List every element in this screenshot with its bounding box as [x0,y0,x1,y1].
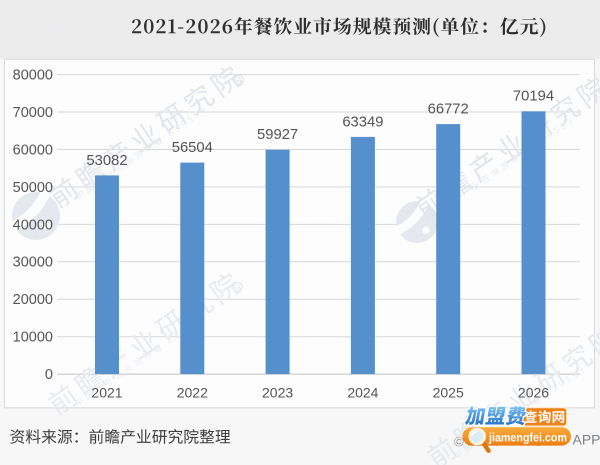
svg-text:2025: 2025 [433,385,464,401]
svg-text:2022: 2022 [177,385,208,401]
svg-text:59927: 59927 [257,127,298,143]
svg-text:10000: 10000 [13,330,53,346]
svg-text:70000: 70000 [13,105,53,121]
svg-text:50000: 50000 [13,180,53,196]
svg-text:80000: 80000 [13,68,53,84]
svg-text:0: 0 [45,367,53,383]
svg-text:63349: 63349 [342,114,383,130]
svg-text:APP: APP [573,431,600,447]
svg-text:56504: 56504 [172,140,213,156]
svg-text:60000: 60000 [13,142,53,158]
svg-text:R: R [232,281,243,293]
svg-text:2026: 2026 [518,385,549,401]
svg-text:66772: 66772 [428,102,469,118]
svg-text:R: R [233,74,244,86]
svg-text:70194: 70194 [513,89,554,105]
svg-text:30000: 30000 [13,255,53,271]
svg-text:2021: 2021 [91,385,122,401]
svg-text:2023: 2023 [262,385,293,401]
svg-text:53082: 53082 [86,153,127,169]
svg-text:40000: 40000 [13,217,53,233]
svg-text:20000: 20000 [13,292,53,308]
svg-text:2024: 2024 [347,385,378,401]
svg-text:jiamengfei.com: jiamengfei.com [488,430,567,444]
